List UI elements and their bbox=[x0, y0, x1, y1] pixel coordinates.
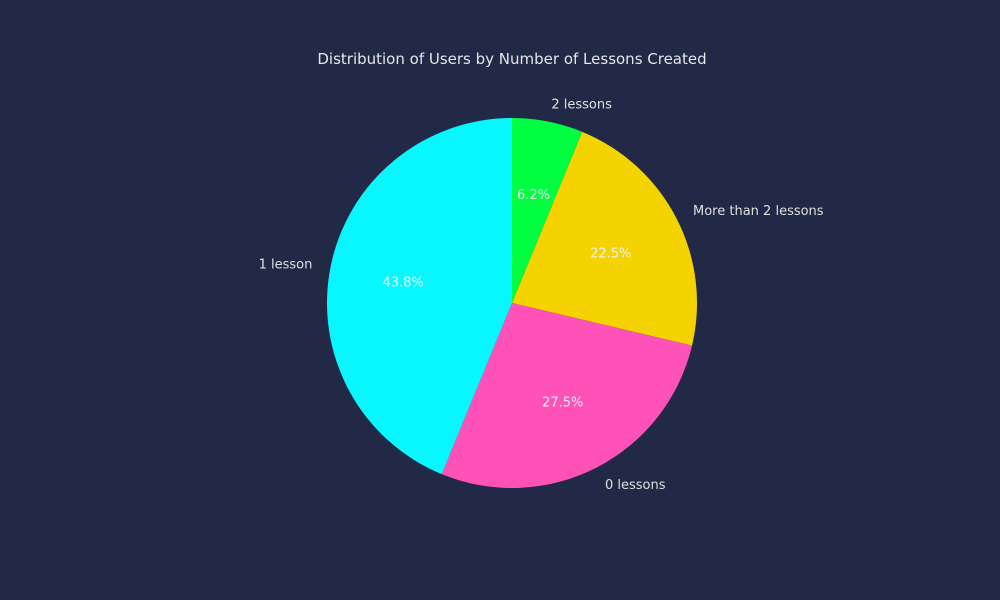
pie-labels: 6.2% 2 lessons 22.5% More than 2 lessons 27.… bbox=[259, 97, 824, 493]
pie-pct-0-lessons: 27.5% bbox=[542, 396, 583, 411]
pie-slice-more-than-2-lessons bbox=[512, 131, 698, 346]
pie-label-2-lessons: 2 lessons bbox=[551, 97, 612, 112]
pie-label-more-than-2-lessons: More than 2 lessons bbox=[693, 204, 824, 219]
pie-slice-1-lesson bbox=[327, 118, 512, 475]
pie-pct-more-than-2-lessons: 22.5% bbox=[590, 246, 631, 261]
pie-label-1-lesson: 1 lesson bbox=[259, 258, 313, 273]
pie-slice-0-lessons bbox=[441, 303, 693, 489]
pie-pct-2-lessons: 6.2% bbox=[517, 188, 550, 203]
pie-slice-2-lessons bbox=[512, 118, 583, 303]
pie-label-0-lessons: 0 lessons bbox=[605, 478, 666, 493]
pie-slices bbox=[327, 118, 698, 489]
pie-pct-1-lesson: 43.8% bbox=[382, 276, 423, 291]
chart-title: Distribution of Users by Number of Lesso… bbox=[317, 50, 706, 68]
